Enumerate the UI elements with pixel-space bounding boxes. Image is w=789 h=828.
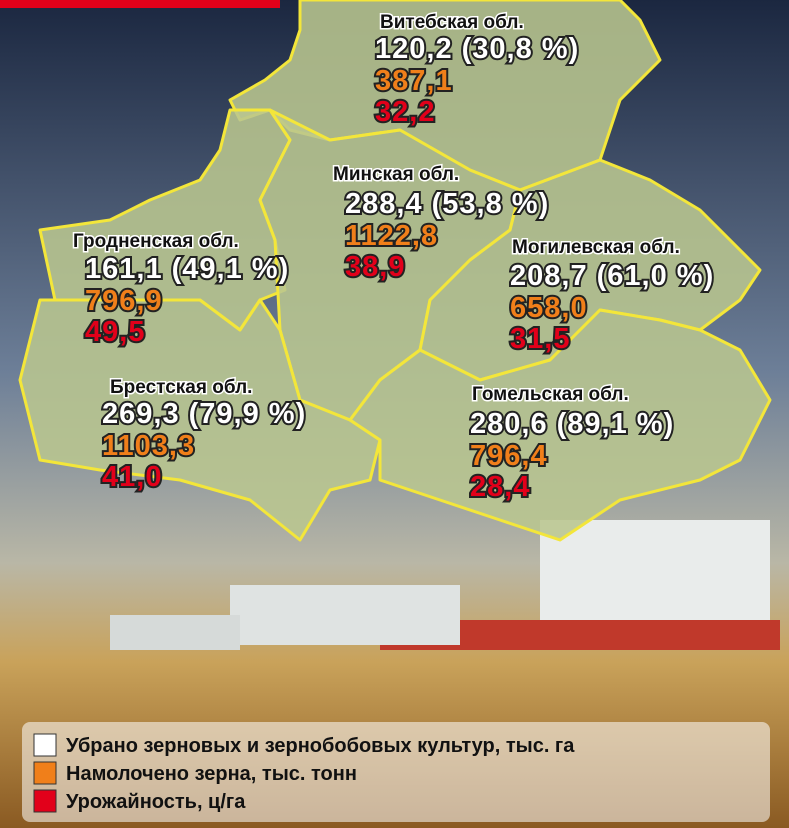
region-name: Гродненская обл.	[73, 231, 239, 252]
harvested-area: 280,6 (89,1 %)	[470, 408, 674, 440]
crop-yield: 32,2	[375, 96, 435, 128]
harvested-area: 208,7 (61,0 %)	[510, 260, 714, 292]
harvested-area: 269,3 (79,9 %)	[102, 398, 306, 430]
grain-threshed: 658,0	[510, 292, 588, 324]
crop-yield: 49,5	[85, 316, 145, 348]
crop-yield: 38,9	[345, 251, 405, 283]
region-name: Могилевская обл.	[512, 237, 680, 258]
legend-swatch-grain	[34, 762, 56, 784]
grain-threshed: 1122,8	[345, 220, 438, 252]
harvested-area: 161,1 (49,1 %)	[85, 253, 289, 285]
grain-threshed: 1103,3	[102, 430, 195, 462]
header-bar	[0, 0, 280, 8]
legend-swatch-area	[34, 734, 56, 756]
harvested-area: 120,2 (30,8 %)	[375, 33, 579, 65]
crop-yield: 28,4	[470, 471, 530, 503]
region-name: Минская обл.	[333, 164, 459, 185]
infographic: Витебская обл.120,2 (30,8 %)387,132,2 Мин…	[0, 0, 789, 828]
grain-threshed: 796,9	[85, 285, 163, 317]
legend-swatch-yield	[34, 790, 56, 812]
crop-yield: 41,0	[102, 461, 162, 493]
legend-label: Убрано зерновых и зернобобовых культур, …	[66, 735, 575, 757]
legend-label: Намолочено зерна, тыс. тонн	[66, 763, 357, 785]
harvested-area: 288,4 (53,8 %)	[345, 188, 549, 220]
region-name: Брестская обл.	[110, 377, 252, 398]
crop-yield: 31,5	[510, 323, 570, 355]
grain-threshed: 796,4	[470, 440, 548, 472]
region-name: Витебская обл.	[380, 12, 524, 33]
grain-threshed: 387,1	[375, 65, 453, 97]
region-name: Гомельская обл.	[472, 384, 629, 405]
legend-label: Урожайность, ц/га	[66, 791, 246, 813]
